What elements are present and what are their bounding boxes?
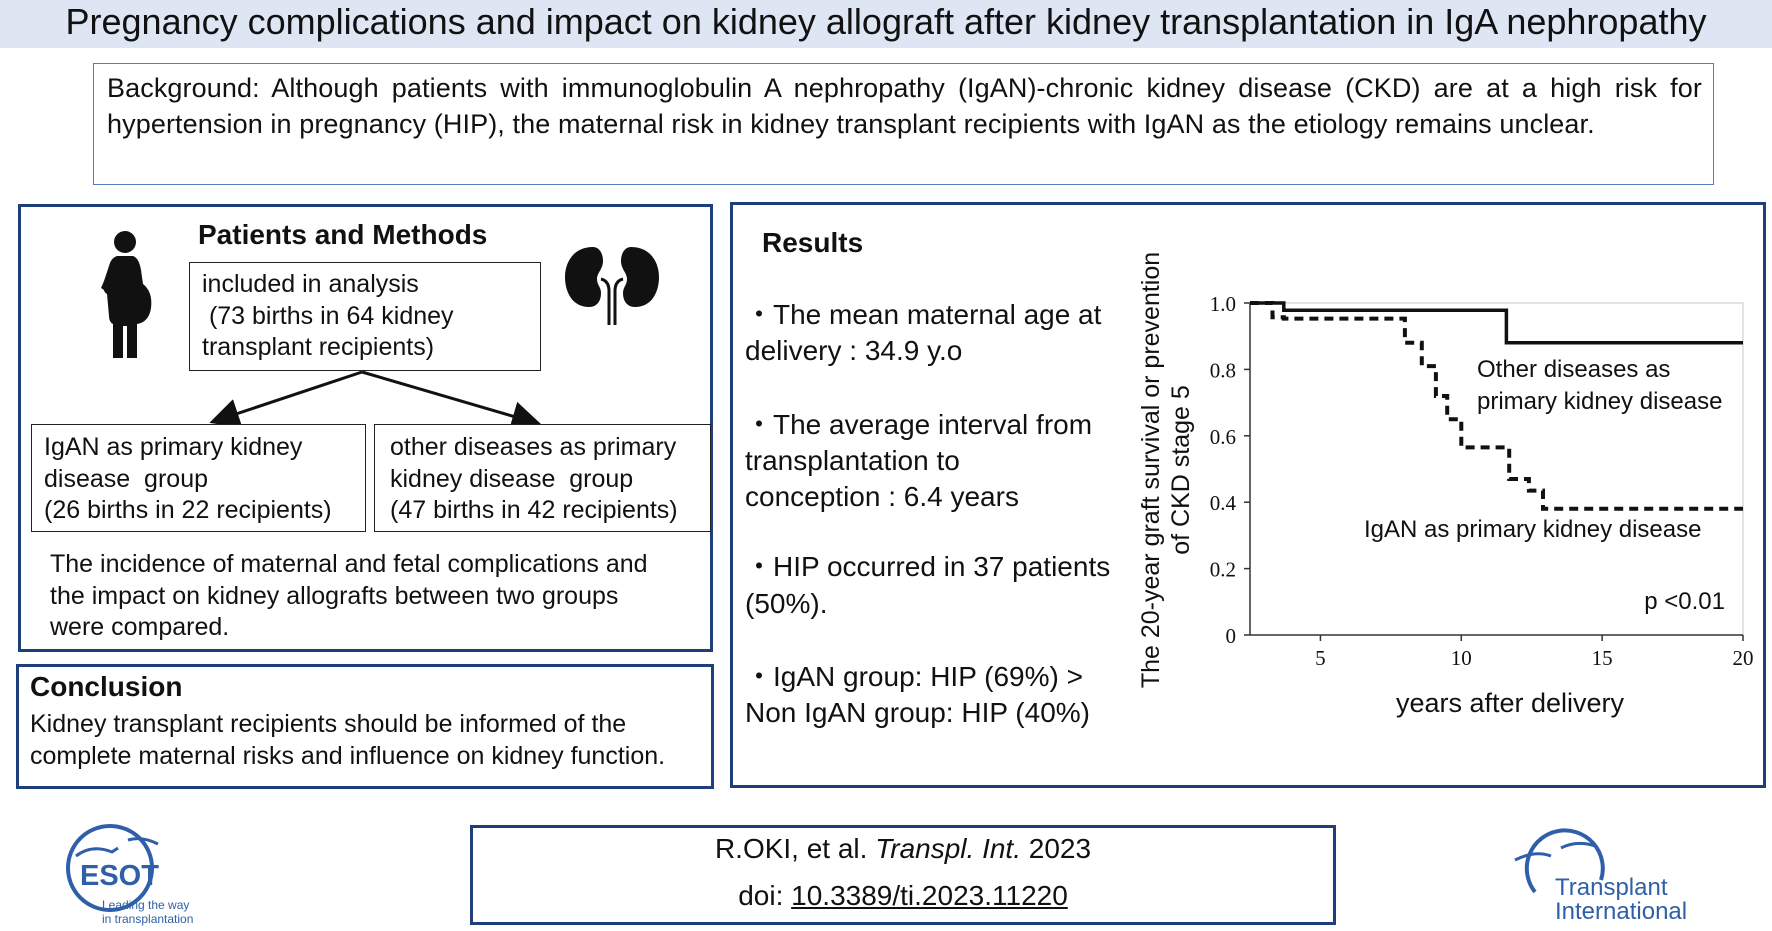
esot-name: ESOT	[80, 860, 159, 892]
igan-group-line-2: disease group	[44, 465, 209, 493]
results-heading: Results	[762, 227, 864, 258]
esot-logo: ESOT Leading the way in transplantation	[58, 820, 228, 930]
included-line-1: included in analysis	[202, 270, 419, 298]
citation-box	[470, 825, 1336, 925]
esot-tagline-1: Leading the way	[102, 898, 190, 912]
conclusion-heading: Conclusion	[30, 671, 183, 702]
citation-year: 2023	[1020, 833, 1092, 864]
series-label-igan: IgAN as primary kidney disease	[1364, 516, 1701, 543]
x-tick-label: 20	[1733, 646, 1754, 670]
included-line-2: (73 births in 64 kidney	[202, 302, 454, 330]
result-3-line-1: ・HIP occurred in 37 patients	[745, 551, 1111, 582]
plot-frame	[1249, 302, 1744, 636]
series-line-igan	[1250, 301, 1743, 511]
esot-globe-icon	[66, 824, 159, 912]
background-box	[93, 63, 1714, 185]
ti-line-1: Transplant	[1555, 874, 1668, 901]
result-1-line-1: ・The mean maternal age at	[745, 299, 1102, 330]
comparison-note-line-3: were compared.	[50, 613, 230, 641]
other-group-box	[374, 424, 711, 532]
pregnant-woman-icon	[101, 231, 152, 358]
result-4-line-2: Non IgAN group: HIP (40%)	[745, 697, 1090, 728]
result-4-line-1: ・IgAN group: HIP (69%) >	[745, 661, 1083, 692]
comparison-note-line-1: The incidence of maternal and fetal comp…	[50, 550, 648, 578]
citation-authors: R.OKI, et al.	[714, 833, 876, 864]
x-axis-label: years after delivery	[1396, 688, 1625, 718]
result-2-line-1: ・The average interval from	[745, 409, 1093, 440]
y-tick-label: 0.8	[1210, 358, 1236, 382]
result-3-line-2: (50%).	[745, 588, 828, 619]
page-title: Pregnancy complications and impact on ki…	[65, 1, 1707, 42]
igan-group-line-1: IgAN as primary kidney	[44, 433, 303, 461]
y-axis-label-line-1: The 20-year graft survival or prevention	[1137, 252, 1165, 688]
patients-methods-panel	[18, 204, 713, 652]
x-tick-label: 5	[1315, 646, 1326, 670]
result-1-line-2: delivery : 34.9 y.o	[745, 335, 963, 366]
y-axis-label-line-2: of CKD stage 5	[1167, 385, 1195, 555]
patients-methods-heading: Patients and Methods	[198, 219, 488, 250]
result-2-line-3: conception : 6.4 years	[745, 481, 1019, 512]
survival-chart: The 20-year graft survival or prevention…	[1137, 252, 1754, 718]
doi-prefix: doi:	[738, 880, 792, 911]
title-bar	[0, 0, 1772, 48]
kidneys-icon	[565, 247, 659, 325]
igan-group-line-3: (26 births in 22 recipients)	[44, 496, 332, 524]
conclusion-line-1: Kidney transplant recipients should be i…	[30, 710, 627, 738]
ti-globe-icon	[1514, 828, 1605, 894]
y-tick-label: 0.6	[1210, 425, 1236, 449]
esot-tagline-2: in transplantation	[102, 912, 194, 926]
conclusion-line-2: complete maternal risks and influence on…	[30, 742, 666, 770]
results-panel	[730, 202, 1766, 788]
result-2-line-2: transplantation to	[745, 445, 960, 476]
citation-line: R.OKI, et al. Transpl. Int. 2023	[470, 833, 1336, 865]
x-tick-label: 10	[1451, 646, 1472, 670]
doi-link[interactable]: 10.3389/ti.2023.11220	[791, 880, 1068, 911]
other-group-line-3: (47 births in 42 recipients)	[390, 496, 678, 524]
transplant-international-logo: Transplant International	[1505, 820, 1725, 930]
group-arrows	[209, 370, 542, 431]
doi-line: doi: 10.3389/ti.2023.11220	[470, 880, 1336, 912]
series-label-other-line-1: Other diseases as	[1477, 356, 1670, 383]
y-tick-label: 0.2	[1210, 558, 1236, 582]
igan-group-box	[31, 424, 366, 532]
series-label-other-line-2: primary kidney disease	[1477, 388, 1722, 415]
included-line-3: transplant recipients)	[202, 333, 435, 361]
y-tick-label: 0.4	[1210, 491, 1237, 515]
ti-line-2: International	[1555, 898, 1688, 925]
x-tick-label: 15	[1592, 646, 1613, 670]
y-tick-label: 0	[1226, 624, 1237, 648]
included-analysis-box	[189, 262, 541, 371]
y-tick-label: 1.0	[1210, 292, 1236, 316]
comparison-note-line-2: the impact on kidney allografts between …	[50, 582, 619, 610]
conclusion-panel	[16, 664, 714, 789]
citation-journal: Transpl. Int.	[875, 833, 1021, 864]
p-value-annotation: p <0.01	[1644, 588, 1725, 615]
other-group-line-2: kidney disease group	[390, 465, 634, 493]
other-group-line-1: other diseases as primary	[390, 433, 677, 461]
background-text: Background: Although patients with immun…	[107, 73, 1702, 139]
series-line-other-diseases	[1250, 301, 1743, 345]
